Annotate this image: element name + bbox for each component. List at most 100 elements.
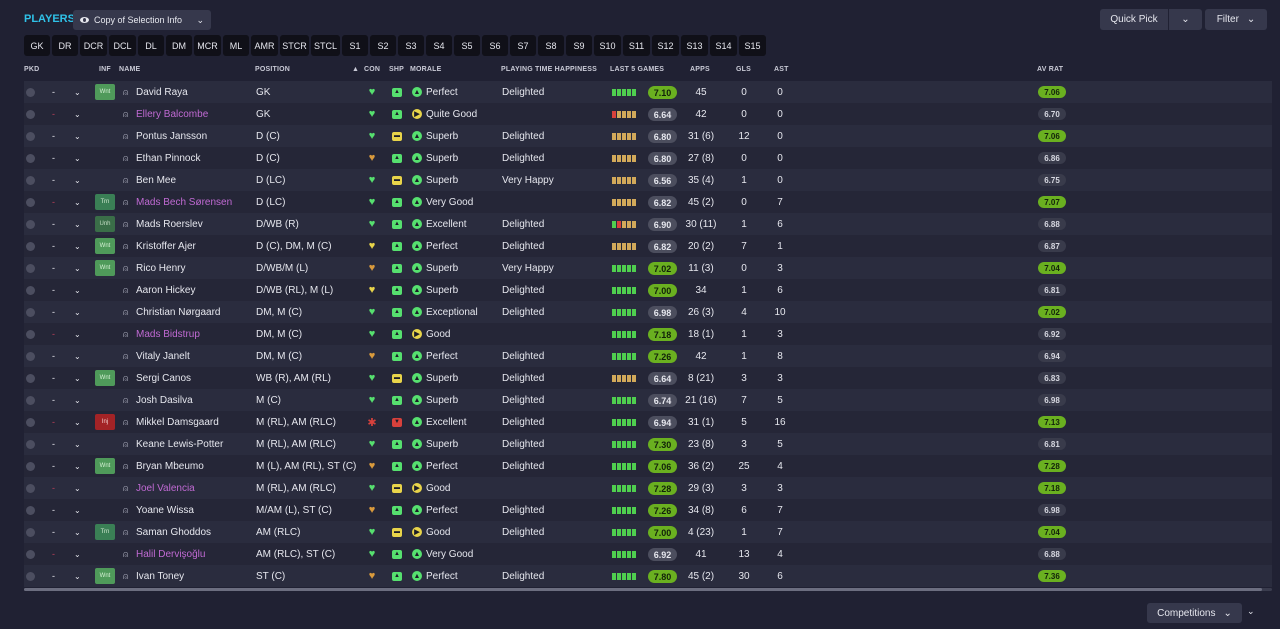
pkd-toggle[interactable] bbox=[24, 521, 37, 543]
selection-dropdown[interactable]: ⌄ bbox=[74, 213, 81, 235]
position-chip[interactable]: S1 bbox=[342, 35, 368, 56]
pkd-toggle[interactable] bbox=[24, 411, 37, 433]
player-name[interactable]: Pontus Jansson bbox=[136, 130, 208, 142]
pkd-toggle[interactable] bbox=[24, 147, 37, 169]
col-con[interactable]: CON bbox=[364, 66, 381, 73]
player-name[interactable]: Yoane Wissa bbox=[136, 504, 194, 516]
pkd-toggle[interactable] bbox=[24, 125, 37, 147]
view-selector-button[interactable]: Copy of Selection Info ⌄ bbox=[73, 10, 211, 30]
col-pkd[interactable]: PKD bbox=[24, 66, 40, 73]
player-name[interactable]: Mads Bech Sørensen bbox=[136, 196, 233, 208]
filter-button[interactable]: Filter ⌄ bbox=[1205, 9, 1267, 30]
position-chip[interactable]: DCL bbox=[109, 35, 136, 56]
selection-dropdown[interactable]: ⌄ bbox=[74, 455, 81, 477]
table-row[interactable]: - ⌄ ⍝ Aaron Hickey D/WB (RL), M (L) ♥ ▲ ▲ Superb… bbox=[24, 279, 1272, 301]
position-chip[interactable]: DM bbox=[166, 35, 192, 56]
selection-dropdown[interactable]: ⌄ bbox=[74, 521, 81, 543]
position-chip[interactable]: S7 bbox=[510, 35, 536, 56]
selection-dropdown[interactable]: ⌄ bbox=[74, 389, 81, 411]
pkd-toggle[interactable] bbox=[24, 103, 37, 125]
selection-dropdown[interactable]: ⌄ bbox=[74, 191, 81, 213]
position-chip[interactable]: STCR bbox=[280, 35, 309, 56]
player-name[interactable]: Rico Henry bbox=[136, 262, 186, 274]
col-morale[interactable]: MORALE bbox=[410, 66, 442, 73]
player-name[interactable]: Aaron Hickey bbox=[136, 284, 196, 296]
selection-dropdown[interactable]: ⌄ bbox=[74, 125, 81, 147]
player-name[interactable]: Bryan Mbeumo bbox=[136, 460, 204, 472]
selection-dropdown[interactable]: ⌄ bbox=[74, 543, 81, 565]
position-chip[interactable]: STCL bbox=[311, 35, 340, 56]
position-chip[interactable]: S4 bbox=[426, 35, 452, 56]
table-row[interactable]: - ⌄ ⍝ Halil Dervişoğlu AM (RLC), ST (C) ♥ ▲ ▲ Ve… bbox=[24, 543, 1272, 565]
player-name[interactable]: Mads Roerslev bbox=[136, 218, 203, 230]
pkd-toggle[interactable] bbox=[24, 169, 37, 191]
table-row[interactable]: - ⌄ ⍝ Joel Valencia M (RL), AM (RLC) ♥ ▬ ▶ Good 7… bbox=[24, 477, 1272, 499]
position-chip[interactable]: DR bbox=[52, 35, 78, 56]
position-chip[interactable]: S6 bbox=[482, 35, 508, 56]
table-row[interactable]: - ⌄ Unh ⍝ Mads Roerslev D/WB (R) ♥ ▲ ▲ Excellent D… bbox=[24, 213, 1272, 235]
pkd-toggle[interactable] bbox=[24, 301, 37, 323]
selection-dropdown[interactable]: ⌄ bbox=[74, 345, 81, 367]
player-name[interactable]: Ben Mee bbox=[136, 174, 177, 186]
player-name[interactable]: David Raya bbox=[136, 86, 188, 98]
player-name[interactable]: Christian Nørgaard bbox=[136, 306, 221, 318]
selection-dropdown[interactable]: ⌄ bbox=[74, 235, 81, 257]
table-row[interactable]: - ⌄ Wnt ⍝ Ivan Toney ST (C) ♥ ▲ ▲ Perfect Delighte… bbox=[24, 565, 1272, 587]
competitions-button[interactable]: Competitions ⌄ bbox=[1147, 603, 1242, 623]
position-chip[interactable]: S14 bbox=[710, 35, 737, 56]
selection-dropdown[interactable]: ⌄ bbox=[74, 411, 81, 433]
table-row[interactable]: - ⌄ Wnt ⍝ David Raya GK ♥ ▲ ▲ Perfect Delighted 7.1… bbox=[24, 81, 1272, 103]
table-row[interactable]: - ⌄ Wnt ⍝ Sergi Canos WB (R), AM (RL) ♥ ▬ ▲ Super… bbox=[24, 367, 1272, 389]
player-name[interactable]: Keane Lewis-Potter bbox=[136, 438, 224, 450]
selection-dropdown[interactable]: ⌄ bbox=[74, 301, 81, 323]
position-chip[interactable]: S12 bbox=[652, 35, 679, 56]
player-name[interactable]: Ellery Balcombe bbox=[136, 108, 209, 120]
position-chip[interactable]: S13 bbox=[681, 35, 708, 56]
pkd-toggle[interactable] bbox=[24, 235, 37, 257]
pkd-toggle[interactable] bbox=[24, 433, 37, 455]
selection-dropdown[interactable]: ⌄ bbox=[74, 81, 81, 103]
position-chip[interactable]: S11 bbox=[623, 35, 650, 56]
player-name[interactable]: Kristoffer Ajer bbox=[136, 240, 196, 252]
table-row[interactable]: - ⌄ Wnt ⍝ Bryan Mbeumo M (L), AM (RL), ST (C)… bbox=[24, 455, 1272, 477]
scrollbar-thumb[interactable] bbox=[24, 588, 1262, 591]
pkd-toggle[interactable] bbox=[24, 323, 37, 345]
table-row[interactable]: - ⌄ ⍝ Mads Bidstrup DM, M (C) ♥ ▲ ▶ Good 7.18 18 (… bbox=[24, 323, 1272, 345]
position-chip[interactable]: S5 bbox=[454, 35, 480, 56]
table-row[interactable]: - ⌄ ⍝ Christian Nørgaard DM, M (C) ♥ ▲ ▲ Excepti… bbox=[24, 301, 1272, 323]
table-row[interactable]: - ⌄ ⍝ Ben Mee D (LC) ♥ ▬ ▲ Superb Very Happy 6.56 3… bbox=[24, 169, 1272, 191]
table-row[interactable]: - ⌄ Wnt ⍝ Rico Henry D/WB/M (L) ♥ ▲ ▲ Superb Very … bbox=[24, 257, 1272, 279]
position-chip[interactable]: S8 bbox=[538, 35, 564, 56]
player-name[interactable]: Saman Ghoddos bbox=[136, 526, 212, 538]
selection-dropdown[interactable]: ⌄ bbox=[74, 477, 81, 499]
table-row[interactable]: - ⌄ ⍝ Josh Dasilva M (C) ♥ ▲ ▲ Superb Delighted 6.… bbox=[24, 389, 1272, 411]
player-name[interactable]: Josh Dasilva bbox=[136, 394, 193, 406]
selection-dropdown[interactable]: ⌄ bbox=[74, 565, 81, 587]
position-chip[interactable]: S3 bbox=[398, 35, 424, 56]
table-row[interactable]: - ⌄ Trn ⍝ Saman Ghoddos AM (RLC) ♥ ▬ ▶ Good Deligh… bbox=[24, 521, 1272, 543]
pkd-toggle[interactable] bbox=[24, 455, 37, 477]
table-row[interactable]: - ⌄ ⍝ Ellery Balcombe GK ♥ ▲ ▶ Quite Good 6.64 42 0… bbox=[24, 103, 1272, 125]
position-chip[interactable]: MCR bbox=[194, 35, 221, 56]
pkd-toggle[interactable] bbox=[24, 389, 37, 411]
position-chip[interactable]: S10 bbox=[594, 35, 621, 56]
selection-dropdown[interactable]: ⌄ bbox=[74, 103, 81, 125]
col-shp[interactable]: SHP bbox=[389, 66, 404, 73]
table-row[interactable]: - ⌄ Trn ⍝ Mads Bech Sørensen D (LC) ♥ ▲ ▲ Very Go… bbox=[24, 191, 1272, 213]
selection-dropdown[interactable]: ⌄ bbox=[74, 367, 81, 389]
selection-dropdown[interactable]: ⌄ bbox=[74, 169, 81, 191]
position-chip[interactable]: S2 bbox=[370, 35, 396, 56]
col-playing-time[interactable]: PLAYING TIME HAPPINESS bbox=[501, 66, 597, 73]
pkd-toggle[interactable] bbox=[24, 257, 37, 279]
selection-dropdown[interactable]: ⌄ bbox=[74, 147, 81, 169]
pkd-toggle[interactable] bbox=[24, 81, 37, 103]
position-chip[interactable]: GK bbox=[24, 35, 50, 56]
pkd-toggle[interactable] bbox=[24, 213, 37, 235]
horizontal-scrollbar[interactable] bbox=[24, 588, 1272, 591]
position-chip[interactable]: S15 bbox=[739, 35, 766, 56]
pkd-toggle[interactable] bbox=[24, 565, 37, 587]
col-name[interactable]: NAME bbox=[119, 66, 141, 73]
table-row[interactable]: - ⌄ ⍝ Keane Lewis-Potter M (RL), AM (RLC) ♥ ▲ ▲… bbox=[24, 433, 1272, 455]
pkd-toggle[interactable] bbox=[24, 191, 37, 213]
position-chip[interactable]: ML bbox=[223, 35, 249, 56]
